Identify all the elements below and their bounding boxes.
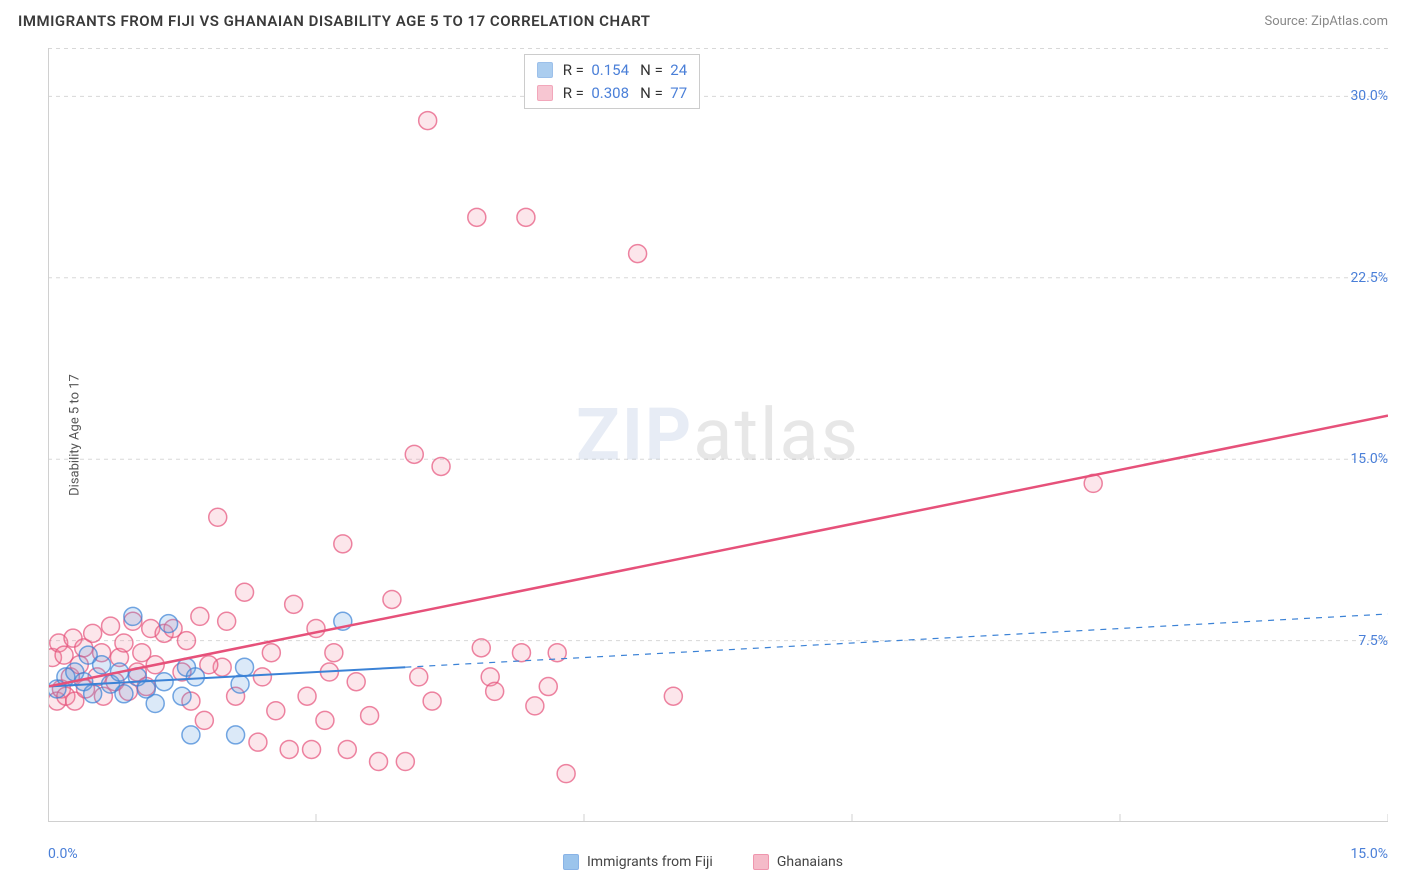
chart-area: Disability Age 5 to 17 ZIPatlas 7.5%15.0…	[48, 48, 1388, 822]
legend-label: Ghanaians	[777, 854, 843, 870]
stats-row: R = 0.308 N = 77	[537, 82, 687, 105]
y-axis-label: Disability Age 5 to 17	[67, 374, 82, 496]
y-tick-label: 15.0%	[1350, 451, 1388, 467]
legend-item-fiji: Immigrants from Fiji	[563, 854, 713, 870]
bottom-legend: Immigrants from Fiji Ghanaians	[0, 854, 1406, 870]
y-tick-label: 30.0%	[1350, 88, 1388, 104]
legend-label: Immigrants from Fiji	[587, 854, 713, 870]
chart-title: IMMIGRANTS FROM FIJI VS GHANAIAN DISABIL…	[18, 12, 650, 30]
stats-legend: R = 0.154 N = 24R = 0.308 N = 77	[524, 54, 700, 109]
scatter-plot	[48, 48, 1388, 822]
y-tick-label: 7.5%	[1358, 633, 1388, 649]
swatch-icon	[537, 85, 553, 101]
source-label: Source: ZipAtlas.com	[1264, 14, 1388, 29]
swatch-icon	[753, 854, 769, 870]
y-tick-label: 22.5%	[1350, 270, 1388, 286]
swatch-icon	[563, 854, 579, 870]
legend-item-ghana: Ghanaians	[753, 854, 843, 870]
stats-row: R = 0.154 N = 24	[537, 59, 687, 82]
swatch-icon	[537, 62, 553, 78]
